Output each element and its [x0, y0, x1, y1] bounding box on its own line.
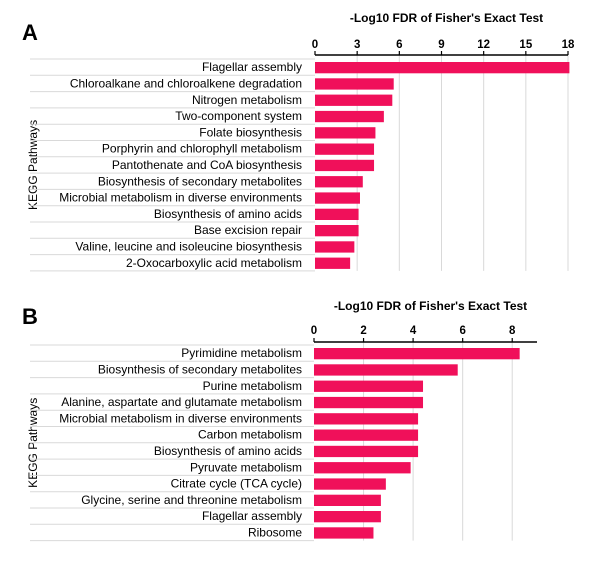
panel-b-tick-label: 8: [509, 325, 516, 337]
panel-b-category-label: Citrate cycle (TCA cycle): [171, 477, 302, 491]
panel-a-tick-label: 12: [477, 39, 490, 51]
panel-b-category-label: Purine metabolism: [203, 379, 302, 393]
panel-b-tick-label: 2: [360, 325, 366, 337]
panel-b-tick-label: 0: [311, 325, 317, 337]
panel-a-bar: [315, 241, 355, 253]
panel-a-category-label: Microbial metabolism in diverse environm…: [59, 191, 302, 205]
panel-a-bar: [315, 110, 384, 123]
panel-a-y-axis-title: KEGG Pathways: [26, 120, 40, 210]
panel-a-category-label: Nitrogen metabolism: [192, 93, 302, 107]
panel-a-x-axis-title: -Log10 FDR of Fisher's Exact Test: [350, 11, 543, 25]
panel-b-bar: [314, 445, 419, 458]
panel-a-label: A: [22, 20, 38, 45]
panel-b-bar: [314, 429, 419, 441]
panel-a-category-label: 2-Oxocarboxylic acid metabolism: [126, 256, 302, 270]
panel-b-category-label: Microbial metabolism in diverse environm…: [59, 411, 302, 425]
panel-a-category-label: Folate biosynthesis: [199, 125, 302, 139]
panel-a-category-label: Base excision repair: [194, 223, 302, 237]
panel-b-bar: [314, 364, 458, 376]
panel-b-category-label: Biosynthesis of amino acids: [154, 444, 302, 458]
panel-b-bar: [314, 413, 419, 425]
panel-b-bar: [314, 462, 411, 474]
panel-a: A 0 3 6 9 12 15 18 -Log10 FDR of Fisher's Exact…: [22, 11, 575, 272]
panel-b-category-label: Pyruvate metabolism: [190, 460, 302, 474]
panel-a-category-label: Valine, leucine and isoleucine biosynthe…: [75, 239, 302, 253]
panel-a-category-label: Pantothenate and CoA biosynthesis: [112, 158, 302, 172]
panel-a-bar: [315, 225, 359, 237]
panel-a-category-label: Chloroalkane and chloroalkene degradatio…: [70, 76, 302, 90]
panel-b-category-label: Alanine, aspartate and glutamate metabol…: [61, 395, 302, 409]
panel-b-bar: [314, 511, 381, 523]
panel-a-category-label: Biosynthesis of secondary metabolites: [98, 174, 302, 188]
panel-a-bar: [315, 94, 393, 106]
panel-b-bar: [314, 380, 424, 392]
panel-b-x-axis-title: -Log10 FDR of Fisher's Exact Test: [334, 299, 527, 313]
panel-a-bar: [315, 127, 376, 139]
panel-a-tick-label: 9: [438, 39, 444, 51]
panel-a-bar: [315, 159, 375, 172]
panel-a-bar: [315, 62, 570, 74]
panel-b-category-label: Carbon metabolism: [198, 428, 302, 442]
panel-a-tick-label: 6: [396, 39, 402, 51]
panel-a-category-label: Biosynthesis of amino acids: [154, 207, 302, 221]
panel-b-tick-label: 4: [410, 325, 417, 337]
panel-a-bar: [315, 257, 351, 269]
panel-a-tick-label: 15: [519, 39, 532, 51]
panel-b-category-label: Pyrimidine metabolism: [181, 346, 302, 360]
panel-a-category-label: Porphyrin and chlorophyll metabolism: [102, 142, 302, 156]
panel-a-category-label: Flagellar assembly: [202, 60, 302, 74]
panel-b-bar: [314, 348, 520, 360]
panel-a-category-label: Two-component system: [175, 109, 302, 123]
panel-a-bar: [315, 192, 360, 204]
panel-b-bar: [314, 527, 374, 539]
panel-b-category-label: Ribosome: [248, 525, 302, 539]
panel-b-label: B: [22, 304, 38, 329]
panel-a-bar: [315, 143, 375, 155]
panel-a-tick-label: 18: [562, 39, 575, 51]
panel-b-category-label: Glycine, serine and threonine metabolism: [81, 493, 302, 507]
panel-b-tick-label: 6: [459, 325, 465, 337]
panel-a-bar: [315, 176, 363, 188]
panel-a-tick-label: 0: [312, 39, 318, 51]
panel-b-category-label: Flagellar assembly: [202, 509, 302, 523]
panel-a-tick-label: 3: [354, 39, 360, 51]
panel-b-bar: [314, 396, 424, 409]
panel-b-category-label: Biosynthesis of secondary metabolites: [98, 362, 302, 376]
panel-b-bar: [314, 494, 381, 506]
panel-a-bar: [315, 208, 359, 220]
panel-a-bar: [315, 78, 394, 90]
panel-b-bar: [314, 478, 386, 490]
panel-b: B 0 2 4 6 8 -Log10 FDR of Fisher's Exact Test…: [22, 299, 537, 542]
